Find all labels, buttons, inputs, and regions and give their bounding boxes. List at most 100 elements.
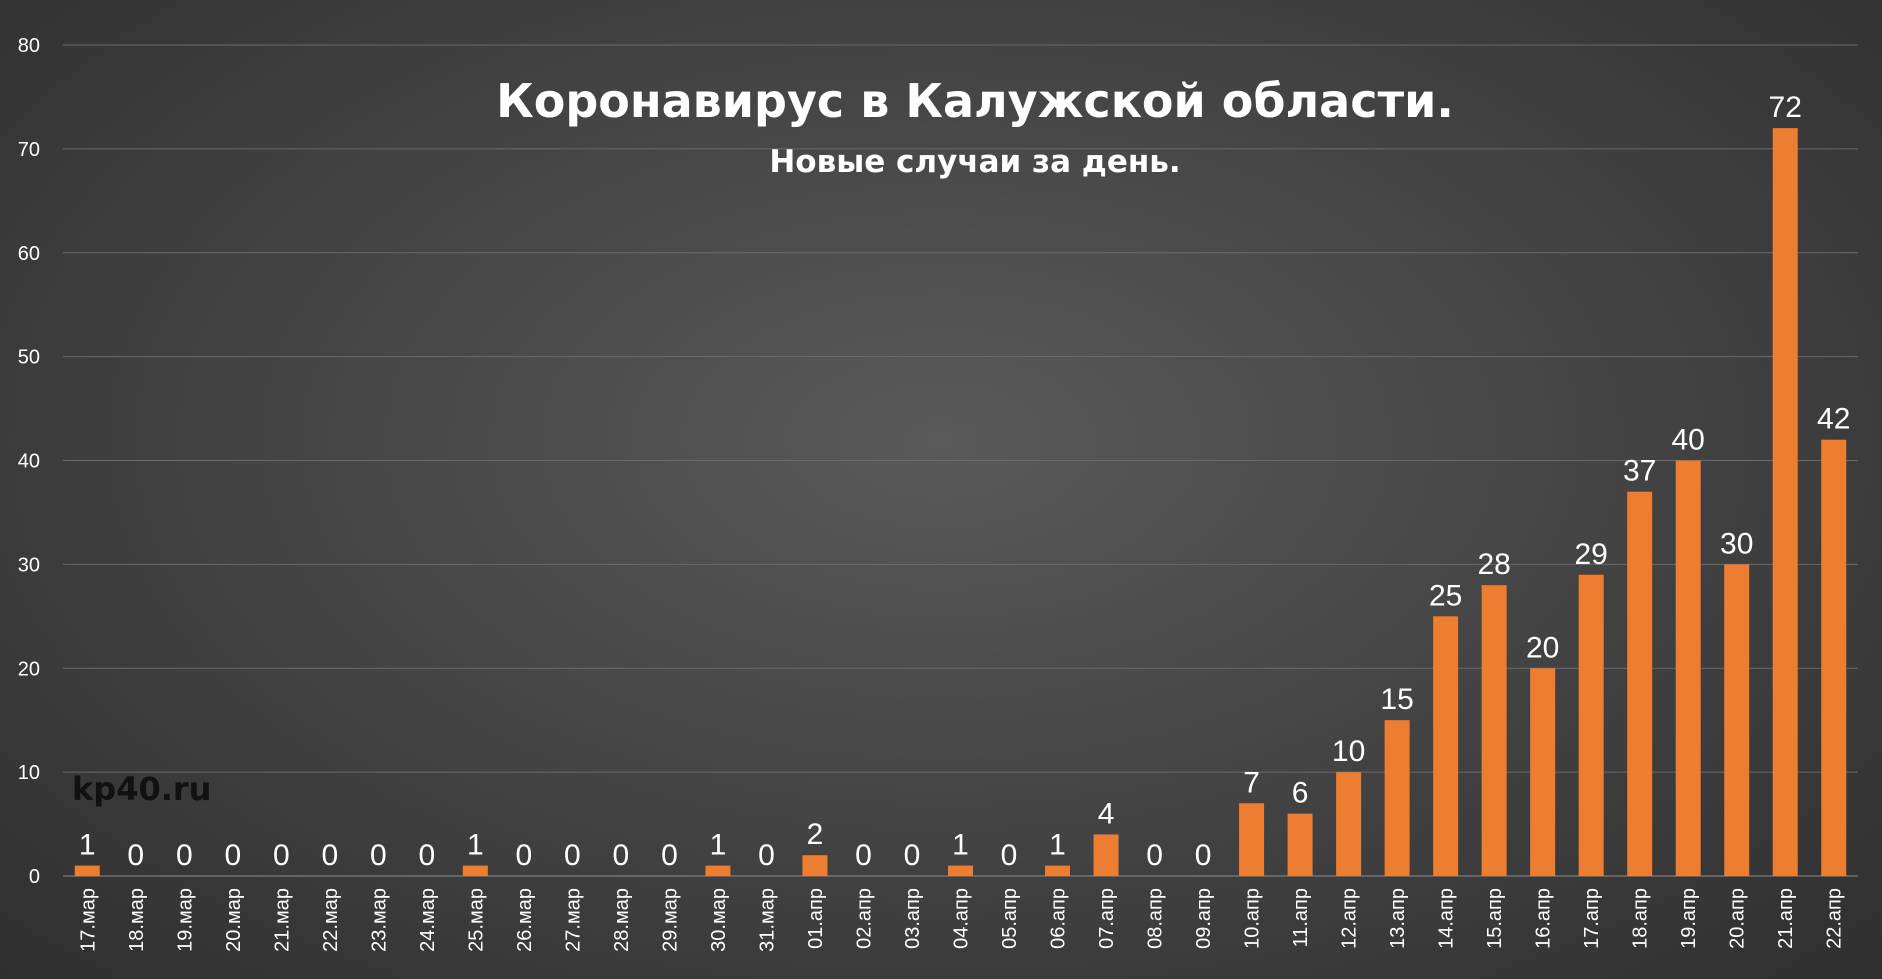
x-tick-label: 09.апр bbox=[1193, 888, 1215, 949]
bar bbox=[1239, 803, 1265, 876]
x-tick-label: 08.апр bbox=[1145, 888, 1167, 949]
data-label: 0 bbox=[1195, 839, 1212, 872]
bar bbox=[705, 865, 731, 876]
data-label: 42 bbox=[1817, 403, 1850, 436]
data-label: 72 bbox=[1769, 91, 1802, 124]
data-label: 0 bbox=[564, 839, 581, 872]
bars bbox=[74, 128, 1847, 877]
x-tick-label: 21.мар bbox=[271, 888, 293, 952]
x-tick-label: 05.апр bbox=[999, 888, 1021, 949]
y-tick-label: 80 bbox=[18, 35, 40, 57]
data-label: 0 bbox=[127, 839, 144, 872]
x-tick-label: 21.апр bbox=[1775, 888, 1797, 949]
data-label: 1 bbox=[710, 829, 727, 862]
data-label: 25 bbox=[1429, 579, 1462, 612]
data-label: 0 bbox=[321, 839, 338, 872]
data-labels: 1 0 0 0 0 0 0 0 1 0 0 0 0 1 020 0 1 0 140 07 610152528202937… bbox=[79, 91, 1851, 872]
x-tick-label: 16.апр bbox=[1533, 888, 1555, 949]
y-tick-label: 50 bbox=[18, 347, 40, 369]
x-tick-label: 11.апр bbox=[1290, 888, 1312, 947]
x-tick-label: 04.апр bbox=[951, 888, 973, 949]
x-tick-label: 24.мар bbox=[417, 888, 439, 952]
bar bbox=[462, 865, 488, 876]
x-tick-label: 18.апр bbox=[1630, 888, 1652, 949]
data-label: 2 bbox=[807, 818, 824, 851]
data-label: 0 bbox=[273, 839, 290, 872]
data-label: 0 bbox=[1146, 839, 1163, 872]
data-label: 0 bbox=[419, 839, 436, 872]
bar bbox=[1772, 128, 1798, 877]
data-label: 0 bbox=[758, 839, 775, 872]
bar bbox=[1093, 834, 1119, 876]
bar bbox=[1627, 491, 1653, 876]
bar bbox=[1336, 772, 1362, 876]
y-tick-label: 20 bbox=[18, 658, 40, 680]
bar bbox=[1433, 616, 1459, 876]
data-label: 0 bbox=[224, 839, 241, 872]
x-tick-label: 19.мар bbox=[174, 888, 196, 952]
bar bbox=[1724, 564, 1750, 876]
data-label: 0 bbox=[1001, 839, 1018, 872]
x-tick-label: 26.мар bbox=[514, 888, 536, 952]
data-label: 0 bbox=[370, 839, 387, 872]
x-tick-label: 25.мар bbox=[465, 888, 487, 952]
x-tick-label: 31.мар bbox=[756, 888, 778, 952]
bar bbox=[1821, 439, 1847, 876]
y-tick-label: 0 bbox=[29, 866, 40, 888]
data-label: 6 bbox=[1292, 777, 1309, 810]
data-label: 0 bbox=[904, 839, 921, 872]
y-tick-label: 60 bbox=[18, 243, 40, 265]
bar bbox=[1384, 720, 1410, 876]
data-label: 0 bbox=[516, 839, 533, 872]
x-tick-label: 22.апр bbox=[1824, 888, 1846, 949]
x-tick-label: 27.мар bbox=[562, 888, 584, 952]
data-label: 0 bbox=[855, 839, 872, 872]
data-label: 29 bbox=[1574, 538, 1607, 571]
x-tick-label: 18.мар bbox=[126, 888, 148, 952]
data-label: 20 bbox=[1526, 631, 1559, 664]
data-label: 1 bbox=[467, 829, 484, 862]
bar bbox=[1530, 668, 1556, 876]
x-tick-label: 30.мар bbox=[708, 888, 730, 952]
data-label: 1 bbox=[952, 829, 969, 862]
x-tick-label: 20.мар bbox=[223, 888, 245, 952]
x-tick-label: 06.апр bbox=[1048, 888, 1070, 949]
x-tick-label: 28.мар bbox=[611, 888, 633, 952]
watermark: kp40.ru bbox=[72, 770, 211, 808]
data-label: 30 bbox=[1720, 527, 1753, 560]
data-label: 37 bbox=[1623, 455, 1656, 488]
x-tick-label: 17.мар bbox=[77, 888, 99, 952]
data-label: 0 bbox=[661, 839, 678, 872]
x-tick-label: 23.мар bbox=[368, 888, 390, 952]
data-label: 1 bbox=[1049, 829, 1066, 862]
data-label: 10 bbox=[1332, 735, 1365, 768]
data-label: 0 bbox=[176, 839, 193, 872]
data-label: 0 bbox=[613, 839, 630, 872]
x-tick-label: 12.апр bbox=[1339, 888, 1361, 949]
data-label: 15 bbox=[1380, 683, 1413, 716]
x-tick-label: 02.апр bbox=[853, 888, 875, 949]
x-axis: 17.мар 18.мар 19.мар 20.мар 21.мар 22.мар 23.м… bbox=[77, 888, 1845, 952]
x-tick-label: 22.мар bbox=[320, 888, 342, 952]
x-tick-label: 03.апр bbox=[902, 888, 924, 949]
x-tick-label: 10.апр bbox=[1242, 888, 1264, 949]
y-axis: 0 10 20 30 40 50 60 70 80 bbox=[18, 35, 40, 888]
data-label: 7 bbox=[1243, 766, 1260, 799]
bar bbox=[1481, 585, 1507, 876]
x-tick-label: 13.апр bbox=[1387, 888, 1409, 949]
bar bbox=[948, 865, 973, 876]
bar bbox=[1578, 574, 1604, 876]
bar bbox=[74, 865, 100, 876]
x-tick-label: 15.апр bbox=[1484, 888, 1506, 949]
x-tick-label: 29.мар bbox=[659, 888, 681, 952]
chart-title: Коронавирус в Калужской области. bbox=[496, 74, 1454, 128]
grid bbox=[63, 44, 1858, 877]
bar bbox=[1675, 460, 1701, 876]
x-tick-label: 07.апр bbox=[1096, 888, 1118, 949]
data-label: 28 bbox=[1477, 548, 1510, 581]
y-tick-label: 40 bbox=[18, 451, 40, 473]
data-label: 4 bbox=[1098, 797, 1115, 830]
y-tick-label: 70 bbox=[18, 139, 40, 161]
